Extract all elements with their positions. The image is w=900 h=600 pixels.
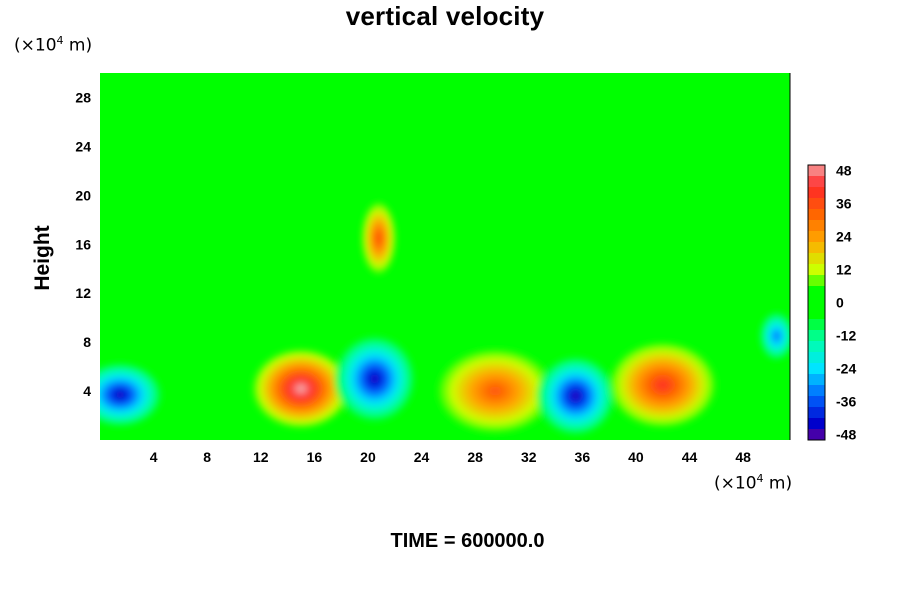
colorbar-step bbox=[808, 363, 825, 375]
y-axis: 4 8 12 16 20 24 28 bbox=[75, 89, 91, 399]
colorbar-ticks: 48 36 24 12 0 -12 -24 -36 -48 bbox=[836, 163, 856, 443]
colorbar-step bbox=[808, 418, 825, 430]
field-level bbox=[370, 374, 380, 384]
x-tick-label: 24 bbox=[414, 449, 430, 465]
colorbar-step bbox=[808, 275, 825, 287]
colorbar-tick-label: 48 bbox=[836, 163, 852, 179]
colorbar-step bbox=[808, 253, 825, 265]
colorbar-step bbox=[808, 209, 825, 221]
y-unit-label: (×104 m) bbox=[14, 34, 93, 56]
colorbar-steps bbox=[807, 164, 826, 441]
y-tick-label: 16 bbox=[75, 236, 91, 252]
y-tick-label: 24 bbox=[75, 138, 91, 154]
x-tick-label: 8 bbox=[203, 449, 211, 465]
colorbar-tick-label: -48 bbox=[836, 427, 856, 443]
x-tick-label: 28 bbox=[467, 449, 483, 465]
field-extremum bbox=[100, 362, 162, 427]
x-tick-label: 4 bbox=[150, 449, 158, 465]
colorbar-tick-label: -24 bbox=[836, 361, 856, 377]
field-extremum bbox=[361, 201, 397, 275]
x-tick-label: 40 bbox=[628, 449, 644, 465]
x-tick-label: 44 bbox=[682, 449, 698, 465]
y-tick-label: 4 bbox=[83, 383, 91, 399]
field-extremum bbox=[609, 342, 717, 428]
colorbar-tick-label: 0 bbox=[836, 295, 844, 311]
colorbar-step bbox=[808, 407, 825, 419]
field-layer bbox=[100, 201, 790, 436]
x-tick-label: 12 bbox=[253, 449, 269, 465]
y-tick-label: 12 bbox=[75, 285, 91, 301]
colorbar-tick-label: 24 bbox=[836, 229, 852, 245]
x-unit-label: (×104 m) bbox=[714, 472, 793, 494]
colorbar-step bbox=[808, 319, 825, 331]
colorbar-step bbox=[808, 385, 825, 397]
field-extremum bbox=[334, 336, 415, 422]
field-level bbox=[656, 380, 669, 390]
x-tick-label: 16 bbox=[307, 449, 323, 465]
field-extremum bbox=[252, 349, 350, 428]
colorbar-step bbox=[808, 198, 825, 210]
field-level bbox=[488, 386, 502, 396]
colorbar-step bbox=[808, 187, 825, 199]
y-tick-label: 8 bbox=[83, 334, 91, 350]
colorbar-step bbox=[808, 165, 825, 177]
colorbar-tick-label: -36 bbox=[836, 394, 856, 410]
colorbar-step bbox=[808, 286, 825, 298]
x-tick-label: 48 bbox=[735, 449, 751, 465]
field-level bbox=[774, 333, 779, 339]
field-extremum bbox=[759, 311, 790, 361]
colorbar-step bbox=[808, 264, 825, 276]
colorbar-step bbox=[808, 352, 825, 364]
colorbar-step bbox=[808, 176, 825, 188]
colorbar-step bbox=[808, 297, 825, 309]
field-level bbox=[571, 391, 580, 401]
colorbar-tick-label: 12 bbox=[836, 262, 852, 278]
colorbar: 48 36 24 12 0 -12 -24 -36 -48 bbox=[807, 163, 856, 443]
colorbar-step bbox=[808, 429, 825, 441]
colorbar-tick-label: 36 bbox=[836, 196, 852, 212]
x-tick-label: 36 bbox=[575, 449, 591, 465]
plot-area bbox=[100, 73, 790, 440]
x-tick-label: 20 bbox=[360, 449, 376, 465]
field-level bbox=[115, 391, 125, 399]
time-label: TIME = 600000.0 bbox=[390, 530, 545, 552]
field-level bbox=[376, 234, 381, 243]
colorbar-step bbox=[808, 242, 825, 254]
field-level bbox=[295, 384, 307, 393]
field-extremum bbox=[436, 348, 555, 434]
colorbar-step bbox=[808, 330, 825, 342]
colorbar-step bbox=[808, 396, 825, 408]
chart-title: vertical velocity bbox=[345, 1, 545, 31]
colorbar-step bbox=[808, 308, 825, 320]
colorbar-step bbox=[808, 220, 825, 232]
colorbar-step bbox=[808, 374, 825, 386]
colorbar-step bbox=[808, 341, 825, 353]
colorbar-tick-label: -12 bbox=[836, 328, 856, 344]
x-tick-label: 32 bbox=[521, 449, 537, 465]
y-tick-label: 28 bbox=[75, 89, 91, 105]
x-axis: 4 8 12 16 20 24 28 32 36 40 44 48 bbox=[150, 449, 751, 465]
field-extremum bbox=[536, 356, 615, 436]
colorbar-step bbox=[808, 231, 825, 243]
y-tick-label: 20 bbox=[75, 187, 91, 203]
colorbar-frame bbox=[807, 164, 826, 441]
